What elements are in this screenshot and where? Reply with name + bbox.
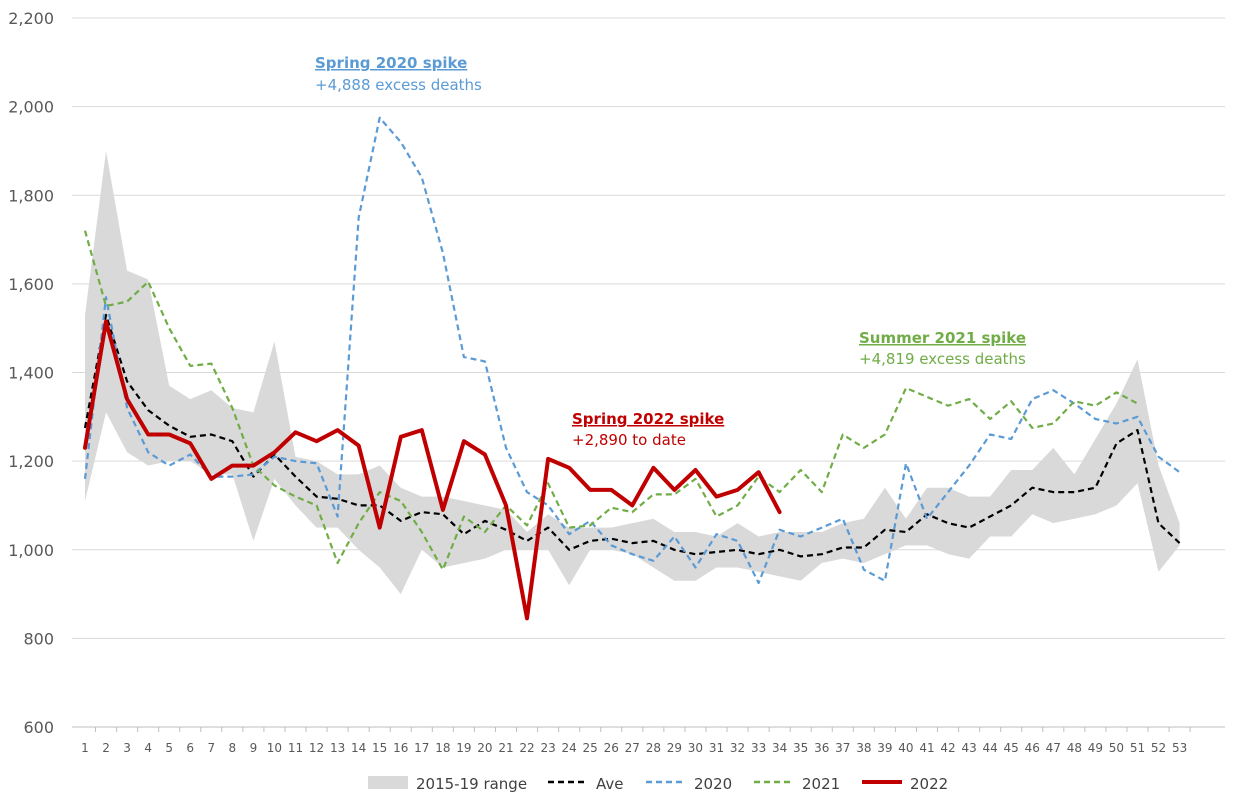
annotation-summer-2021-text: +4,819 excess deaths xyxy=(859,350,1026,368)
annotation-spring-2022-title: Spring 2022 spike xyxy=(572,410,724,428)
y-tick-label: 2,200 xyxy=(8,9,54,28)
x-tick-label: 34 xyxy=(772,741,787,755)
x-tick-label: 44 xyxy=(983,741,998,755)
x-axis-ticks: 1 2 3 4 5 6 7 8 9 10 11 12 13 14 15 16 17 18 19 20 21 22 23 24 2… xyxy=(81,727,1191,755)
y-tick-label: 1,800 xyxy=(8,186,54,205)
x-tick-label: 46 xyxy=(1025,741,1040,755)
x-tick-label: 38 xyxy=(856,741,871,755)
x-tick-label: 26 xyxy=(604,741,619,755)
x-tick-label: 11 xyxy=(288,741,303,755)
x-tick-label: 22 xyxy=(519,741,534,755)
x-tick-label: 12 xyxy=(309,741,324,755)
annotation-spring-2022: Spring 2022 spike +2,890 to date xyxy=(572,410,724,449)
x-tick-label: 39 xyxy=(877,741,892,755)
x-tick-label: 30 xyxy=(688,741,703,755)
y-axis-ticks: 600 800 1,000 1,200 1,400 1,600 1,800 2,000 2,20… xyxy=(8,9,54,737)
x-tick-label: 52 xyxy=(1151,741,1166,755)
x-tick-label: 32 xyxy=(730,741,745,755)
x-tick-label: 42 xyxy=(940,741,955,755)
x-tick-label: 45 xyxy=(1004,741,1019,755)
x-tick-label: 5 xyxy=(165,741,173,755)
x-tick-label: 41 xyxy=(919,741,934,755)
legend-label-2022: 2022 xyxy=(910,775,948,793)
x-tick-label: 17 xyxy=(414,741,429,755)
x-tick-label: 36 xyxy=(814,741,829,755)
x-tick-label: 8 xyxy=(229,741,237,755)
annotation-spring-2022-text: +2,890 to date xyxy=(572,431,686,449)
x-tick-label: 2 xyxy=(102,741,110,755)
x-tick-label: 47 xyxy=(1046,741,1061,755)
annotation-summer-2021-title: Summer 2021 spike xyxy=(859,329,1026,347)
x-tick-label: 29 xyxy=(667,741,682,755)
annotation-spring-2020-title: Spring 2020 spike xyxy=(315,54,467,72)
x-tick-label: 23 xyxy=(540,741,555,755)
x-tick-label: 25 xyxy=(583,741,598,755)
x-tick-label: 31 xyxy=(709,741,724,755)
annotation-summer-2021: Summer 2021 spike +4,819 excess deaths xyxy=(859,329,1026,368)
x-tick-label: 20 xyxy=(477,741,492,755)
x-tick-label: 19 xyxy=(456,741,471,755)
series-layer xyxy=(83,116,1181,621)
x-tick-label: 16 xyxy=(393,741,408,755)
y-tick-label: 1,200 xyxy=(8,452,54,471)
x-tick-label: 37 xyxy=(835,741,850,755)
x-tick-label: 10 xyxy=(267,741,282,755)
x-tick-label: 7 xyxy=(207,741,215,755)
series-line-2021 xyxy=(83,230,1139,571)
legend-label-2020: 2020 xyxy=(694,775,732,793)
x-tick-label: 1 xyxy=(81,741,89,755)
y-tick-label: 1,400 xyxy=(8,364,54,383)
x-tick-label: 21 xyxy=(498,741,513,755)
x-tick-label: 35 xyxy=(793,741,808,755)
y-tick-label: 1,000 xyxy=(8,541,54,560)
x-tick-label: 24 xyxy=(562,741,577,755)
legend-label-2021: 2021 xyxy=(802,775,840,793)
x-tick-label: 48 xyxy=(1067,741,1082,755)
x-tick-label: 27 xyxy=(625,741,640,755)
legend-label-range: 2015-19 range xyxy=(416,775,527,793)
legend-swatch-range xyxy=(368,776,408,789)
series-line-2020 xyxy=(83,116,1181,585)
x-tick-label: 13 xyxy=(330,741,345,755)
x-tick-label: 51 xyxy=(1130,741,1145,755)
x-tick-label: 18 xyxy=(435,741,450,755)
x-tick-label: 3 xyxy=(123,741,131,755)
x-tick-label: 9 xyxy=(250,741,258,755)
annotation-spring-2020-text: +4,888 excess deaths xyxy=(315,76,482,94)
x-tick-label: 50 xyxy=(1109,741,1124,755)
x-tick-label: 40 xyxy=(898,741,913,755)
x-tick-label: 28 xyxy=(646,741,661,755)
x-tick-label: 14 xyxy=(351,741,366,755)
x-tick-label: 6 xyxy=(186,741,194,755)
x-tick-label: 49 xyxy=(1088,741,1103,755)
x-tick-label: 43 xyxy=(961,741,976,755)
y-tick-label: 2,000 xyxy=(8,98,54,117)
series-line-2022 xyxy=(83,319,782,621)
x-tick-label: 53 xyxy=(1172,741,1187,755)
y-tick-label: 1,600 xyxy=(8,275,54,294)
legend: 2015-19 range Ave 2020 2021 2022 xyxy=(368,775,948,793)
range-band xyxy=(85,150,1180,595)
y-tick-label: 600 xyxy=(23,718,54,737)
annotation-spring-2020: Spring 2020 spike +4,888 excess deaths xyxy=(315,54,482,94)
range-band-layer xyxy=(85,150,1180,595)
x-tick-label: 4 xyxy=(144,741,152,755)
legend-label-ave: Ave xyxy=(596,775,624,793)
x-tick-label: 15 xyxy=(372,741,387,755)
x-tick-label: 33 xyxy=(751,741,766,755)
y-tick-label: 800 xyxy=(23,629,54,648)
